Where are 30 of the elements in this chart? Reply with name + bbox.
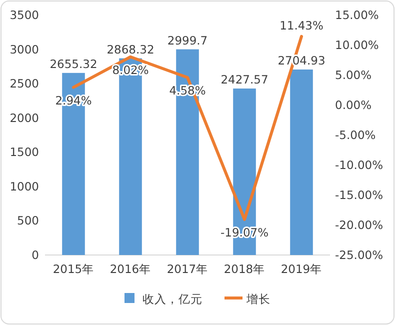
y-tick-label: 0 <box>32 248 39 262</box>
y-tick-label: 3000 <box>10 42 39 56</box>
y-tick-label: 1000 <box>10 179 39 194</box>
data-label: 2868.32 <box>106 42 154 56</box>
y2-tick-label: 15.00% <box>335 8 379 22</box>
y2-tick-label: 10.00% <box>335 38 379 52</box>
x-tick-label: 2017年 <box>166 262 208 276</box>
y-tick-label: 2000 <box>10 110 39 125</box>
y2-tick-label: 5.00% <box>335 68 372 82</box>
data-label: 2999.7 <box>167 33 208 48</box>
data-label: 2655.32 <box>50 56 98 71</box>
y-tick-label: 2500 <box>10 76 39 91</box>
y-tick-label: 3500 <box>10 8 39 22</box>
y2-tick-label: -25.00% <box>335 248 384 262</box>
y-tick-label: 500 <box>17 214 39 228</box>
data-label: 2427.57 <box>220 72 268 87</box>
y2-tick-label: -15.00% <box>335 188 384 202</box>
y2-tick-label: 0.00% <box>335 98 372 112</box>
legend-label: 增长 <box>246 292 270 306</box>
data-label: 11.43% <box>280 18 324 32</box>
y2-tick-label: -20.00% <box>335 218 384 232</box>
y-tick-label: 1500 <box>10 145 39 160</box>
legend-label: 收入，亿元 <box>142 292 202 306</box>
y2-tick-label: -5.00% <box>335 128 376 142</box>
bar <box>290 70 313 255</box>
x-tick-label: 2019年 <box>280 262 322 276</box>
x-tick-label: 2016年 <box>110 262 152 276</box>
x-tick-label: 2018年 <box>224 262 266 276</box>
y2-tick-label: -10.00% <box>335 158 384 172</box>
x-tick-label: 2015年 <box>52 262 94 276</box>
